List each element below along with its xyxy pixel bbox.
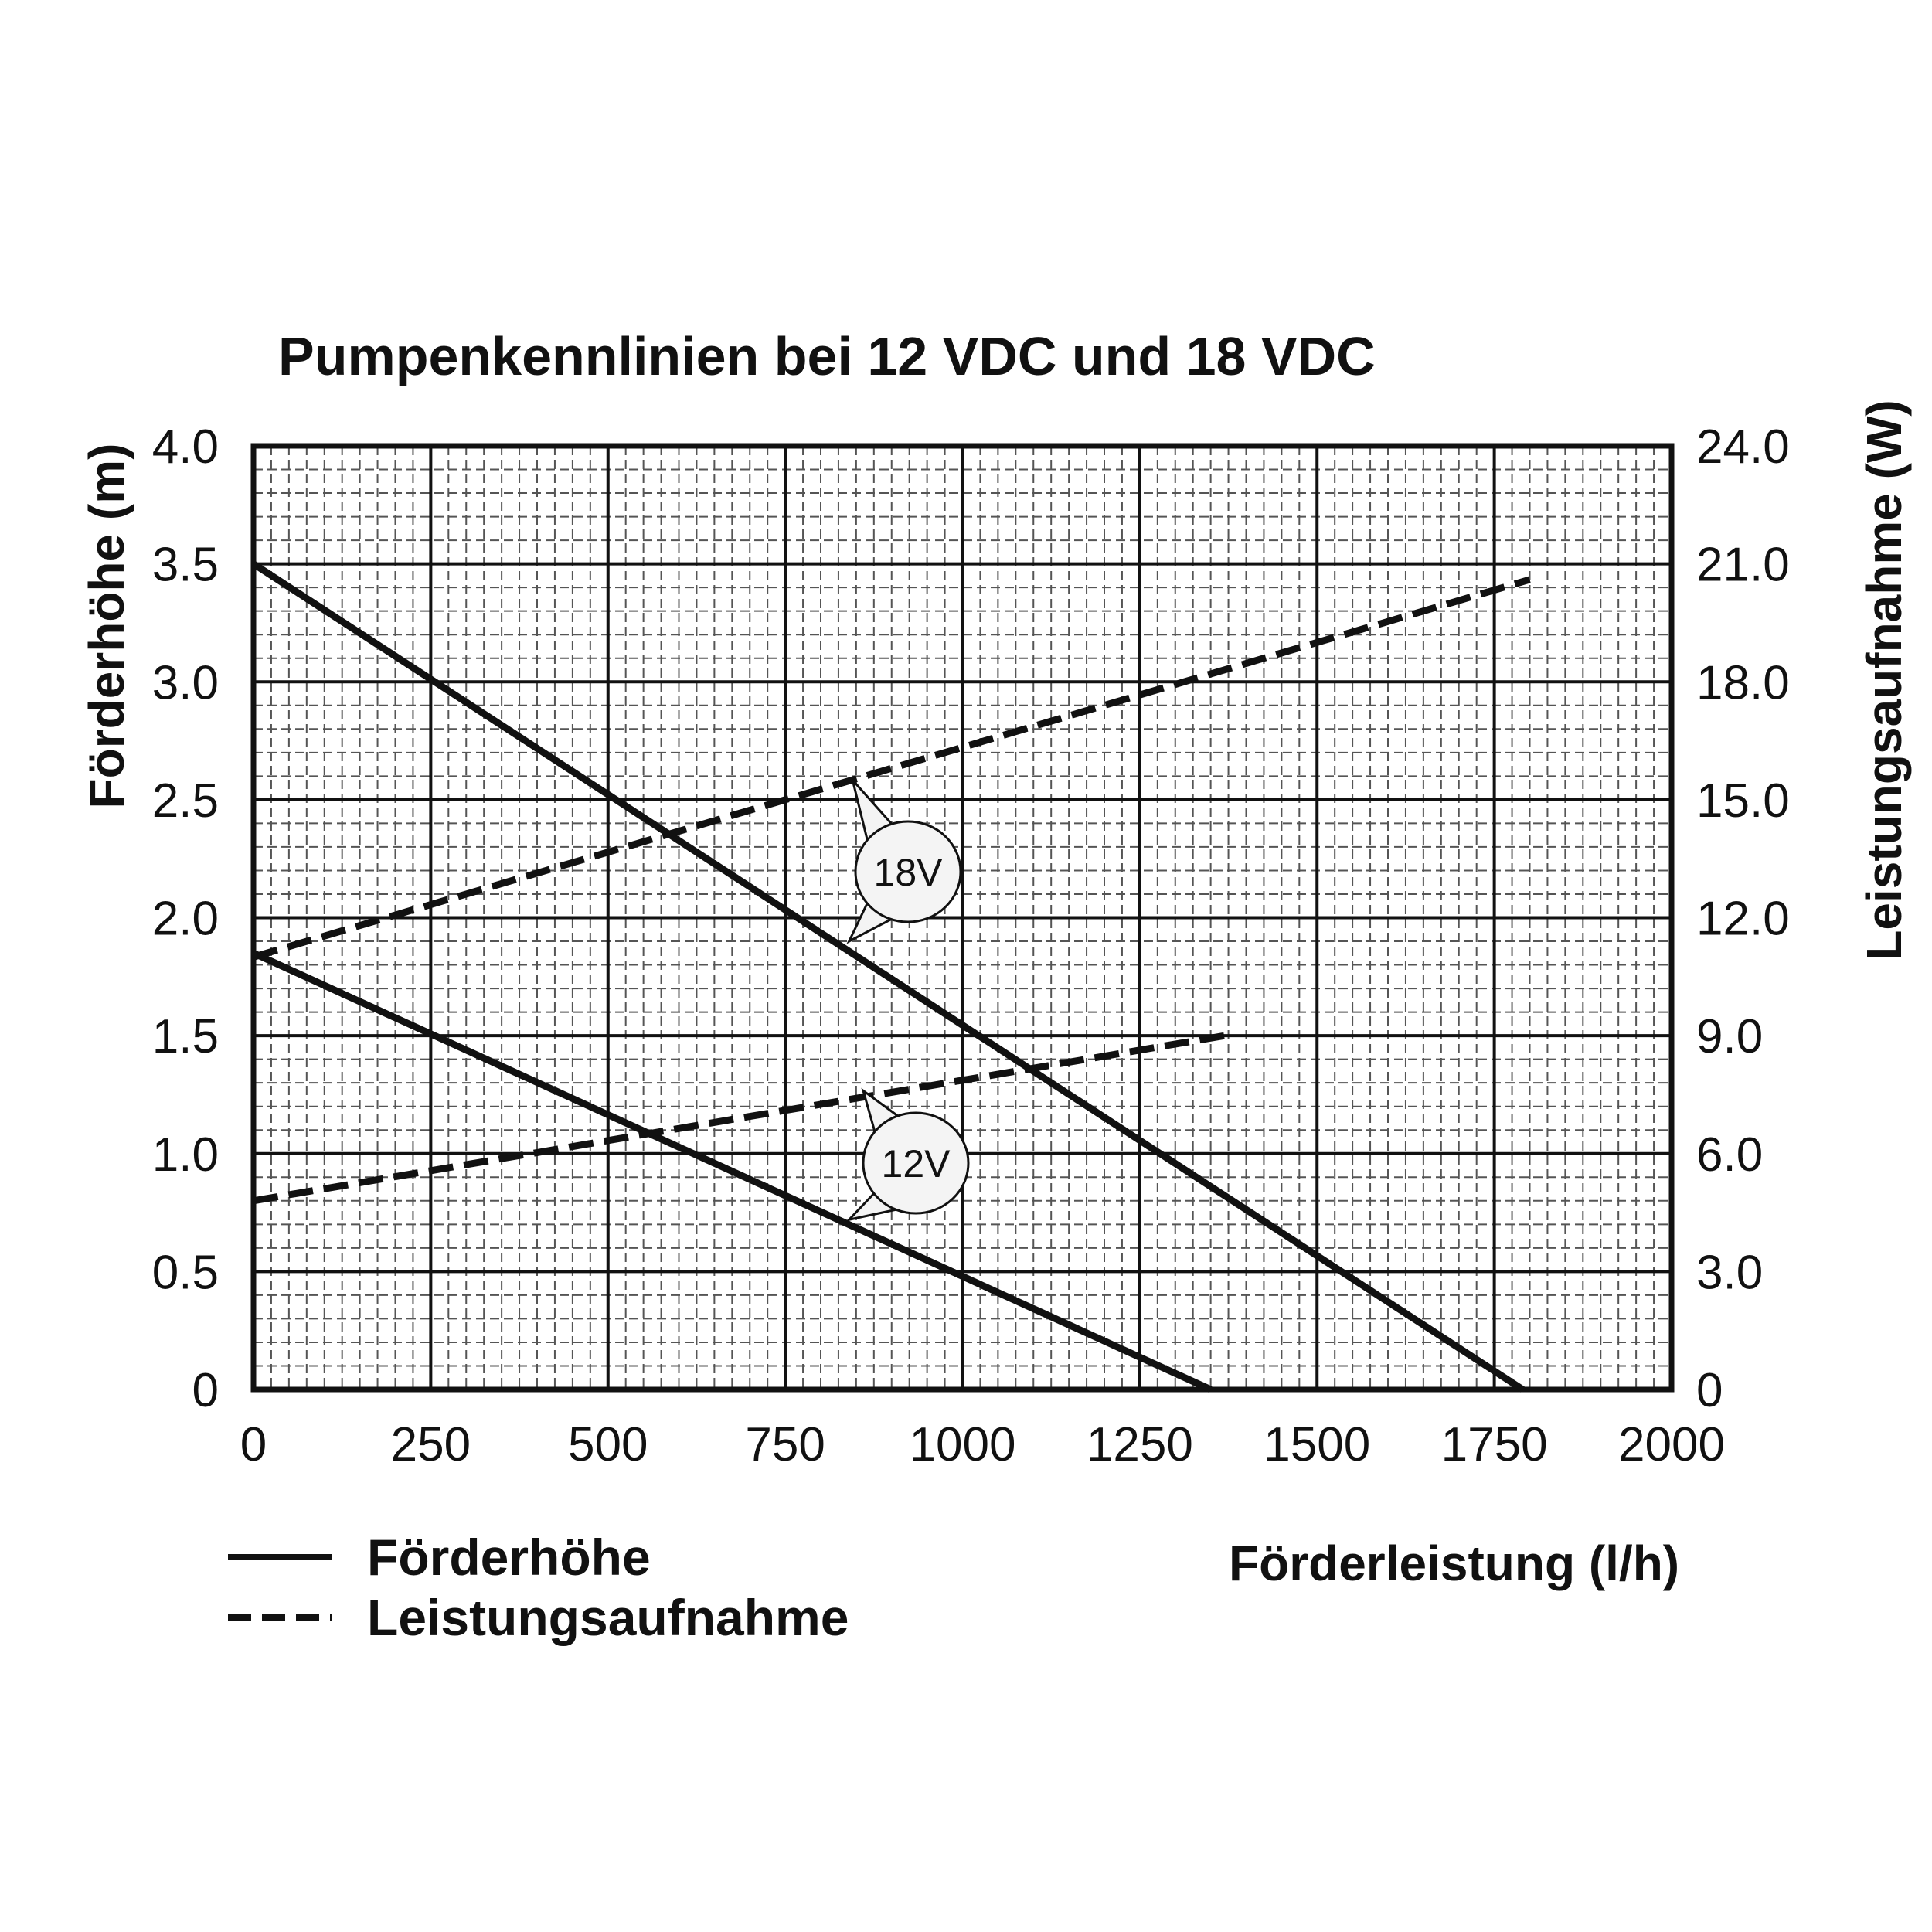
callout-bubble xyxy=(854,820,962,923)
y-left-tick-label: 2.0 xyxy=(152,893,219,946)
callout-12v: 12V xyxy=(845,1087,970,1222)
x-tick-label: 0 xyxy=(240,1418,267,1471)
x-axis-label: Förderleistung (l/h) xyxy=(1229,1536,1679,1591)
series-18v-leistungsaufnahme xyxy=(252,576,1531,961)
x-tick-label: 1000 xyxy=(910,1418,1016,1471)
y-left-tick-label: 0 xyxy=(192,1364,219,1417)
chart-title: Pumpenkennlinien bei 12 VDC und 18 VDC xyxy=(278,326,1376,386)
x-tick-label: 750 xyxy=(745,1418,825,1471)
plot-frame xyxy=(250,443,1675,1393)
y-left-tick-label: 4.0 xyxy=(152,420,219,474)
y-right-tick-label: 18.0 xyxy=(1696,656,1790,709)
y-left-tick-label: 0.5 xyxy=(152,1246,219,1299)
series-18v-foerderhoehe xyxy=(251,560,1525,1393)
x-tick-label: 2000 xyxy=(1618,1418,1725,1471)
y-left-tick-label: 3.0 xyxy=(152,656,219,709)
x-tick-label: 1250 xyxy=(1087,1418,1193,1471)
y-left-tick-label: 2.5 xyxy=(152,774,219,828)
series-12v-foerderhoehe xyxy=(252,950,1213,1393)
callout-label: 18V xyxy=(874,851,944,894)
y-right-axis-label: Leistungsaufnahme (W) xyxy=(1856,400,1912,960)
tick-layer: 0 250 500 750 1000 1250 1500 1750 200000.51.01.5… xyxy=(152,420,1790,1471)
y-right-tick-label: 0 xyxy=(1696,1364,1723,1417)
y-right-tick-label: 12.0 xyxy=(1696,893,1790,946)
y-left-tick-label: 1.5 xyxy=(152,1010,219,1063)
x-tick-label: 500 xyxy=(568,1418,648,1471)
y-left-tick-label: 3.5 xyxy=(152,539,219,592)
callout-label: 12V xyxy=(882,1142,951,1185)
x-tick-label: 250 xyxy=(391,1418,471,1471)
series-layer xyxy=(251,560,1531,1393)
y-right-tick-label: 9.0 xyxy=(1696,1010,1763,1063)
y-left-tick-label: 1.0 xyxy=(152,1128,219,1182)
x-tick-label: 1500 xyxy=(1264,1418,1370,1471)
series-12v-leistungsaufnahme xyxy=(253,1032,1226,1205)
y-left-axis-label: Förderhöhe (m) xyxy=(79,444,134,809)
y-right-tick-label: 24.0 xyxy=(1696,420,1790,474)
legend-label-leistungsaufnahme: Leistungsaufnahme xyxy=(367,1589,849,1646)
legend: Förderhöhe Leistungsaufnahme xyxy=(228,1529,849,1646)
x-tick-label: 1750 xyxy=(1441,1418,1548,1471)
callout-bubble xyxy=(862,1111,970,1215)
callout-layer: 18V 12V xyxy=(845,779,970,1222)
callout-18v: 18V xyxy=(846,779,962,944)
y-right-tick-label: 6.0 xyxy=(1696,1128,1763,1182)
y-right-tick-label: 3.0 xyxy=(1696,1246,1763,1299)
y-right-tick-label: 15.0 xyxy=(1696,774,1790,828)
minor-grid xyxy=(253,446,1672,1389)
legend-label-foerderhoehe: Förderhöhe xyxy=(367,1529,651,1586)
y-right-tick-label: 21.0 xyxy=(1696,539,1790,592)
